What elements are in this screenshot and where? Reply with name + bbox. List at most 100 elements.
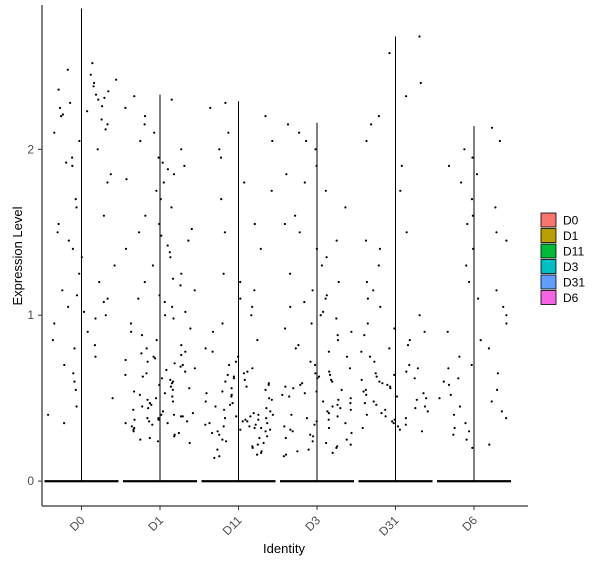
point-D3: [283, 222, 286, 226]
point-D1: [132, 428, 135, 431]
point-D3: [335, 317, 338, 320]
point-D3: [315, 390, 318, 393]
point-D11: [221, 322, 224, 325]
point-D11: [225, 440, 228, 443]
point-D11: [266, 435, 269, 438]
point-D3: [349, 408, 352, 411]
point-D0: [51, 339, 55, 342]
point-D11: [253, 289, 256, 292]
point-D11: [267, 382, 270, 385]
point-D31: [420, 430, 424, 433]
point-D1: [148, 436, 151, 440]
point-D1: [186, 420, 189, 423]
point-D3: [326, 410, 329, 413]
point-D0: [67, 305, 70, 308]
point-D11: [268, 397, 271, 400]
point-D3: [339, 407, 342, 410]
point-D31: [365, 413, 368, 416]
point-D6: [490, 126, 494, 129]
point-D1: [159, 198, 162, 201]
point-D11: [266, 422, 269, 425]
point-D11: [228, 363, 231, 367]
point-D31: [377, 115, 380, 118]
point-D3: [288, 395, 291, 398]
point-D11: [211, 431, 214, 435]
point-D0: [94, 93, 98, 96]
point-D3: [311, 440, 314, 443]
point-D3: [284, 385, 287, 388]
point-D11: [232, 375, 235, 378]
point-D3: [335, 446, 338, 449]
point-D11: [230, 387, 233, 390]
point-D1: [133, 95, 136, 98]
point-D11: [264, 115, 267, 118]
point-D11: [251, 367, 254, 370]
point-D31: [372, 400, 375, 403]
point-D11: [219, 156, 223, 159]
point-D1: [160, 234, 163, 237]
point-D1: [158, 222, 161, 226]
point-D1: [163, 300, 166, 304]
point-D0: [89, 73, 92, 76]
point-D0: [69, 101, 72, 104]
point-D31: [363, 334, 366, 337]
point-D0: [53, 131, 56, 134]
point-D1: [179, 284, 182, 287]
point-D3: [336, 415, 339, 418]
point-D31: [398, 428, 401, 431]
point-D1: [173, 362, 176, 365]
point-D1: [171, 277, 175, 280]
point-D11: [204, 400, 207, 403]
point-D11: [270, 189, 273, 192]
point-D3: [309, 433, 312, 436]
point-D1: [172, 413, 176, 416]
point-D11: [251, 446, 254, 449]
point-D0: [94, 355, 97, 358]
point-D6: [502, 305, 505, 308]
point-D31: [408, 363, 411, 367]
point-D1: [170, 206, 173, 209]
point-D0: [113, 264, 116, 267]
point-D11: [241, 420, 244, 423]
point-D0: [74, 388, 77, 391]
point-D11: [243, 378, 246, 381]
point-D1: [132, 408, 135, 411]
point-D3: [311, 289, 314, 292]
point-D6: [447, 383, 451, 386]
point-D11: [224, 380, 227, 383]
point-D1: [165, 368, 168, 372]
axes: 0 1 2 D0 D1 D11 D3 D31 D6: [27, 5, 528, 539]
point-D3: [309, 360, 312, 363]
point-D3: [350, 431, 353, 435]
point-D1: [173, 435, 176, 438]
point-D3: [317, 375, 321, 378]
point-D1: [139, 139, 142, 143]
point-D11: [224, 101, 227, 104]
point-D1: [184, 310, 187, 313]
point-D0: [73, 380, 76, 383]
point-D11: [211, 330, 215, 333]
zero-band-D6: [437, 480, 511, 483]
point-D0: [115, 78, 118, 81]
point-D11: [243, 181, 246, 184]
point-D3: [292, 387, 295, 390]
point-D31: [405, 95, 408, 98]
point-D31: [388, 52, 391, 55]
point-D1: [166, 422, 169, 425]
point-D0: [53, 322, 56, 325]
point-D3: [297, 344, 300, 347]
point-D3: [285, 173, 288, 176]
point-D3: [291, 430, 294, 433]
point-D0: [63, 363, 66, 367]
point-D3: [316, 377, 319, 380]
point-D31: [405, 370, 408, 373]
point-D11: [204, 423, 207, 426]
point-D3: [337, 280, 340, 284]
point-D0: [47, 413, 50, 416]
point-D11: [271, 413, 274, 416]
point-D1: [138, 393, 141, 396]
point-D3: [328, 373, 332, 376]
point-D11: [249, 415, 252, 418]
point-D0: [111, 397, 114, 400]
